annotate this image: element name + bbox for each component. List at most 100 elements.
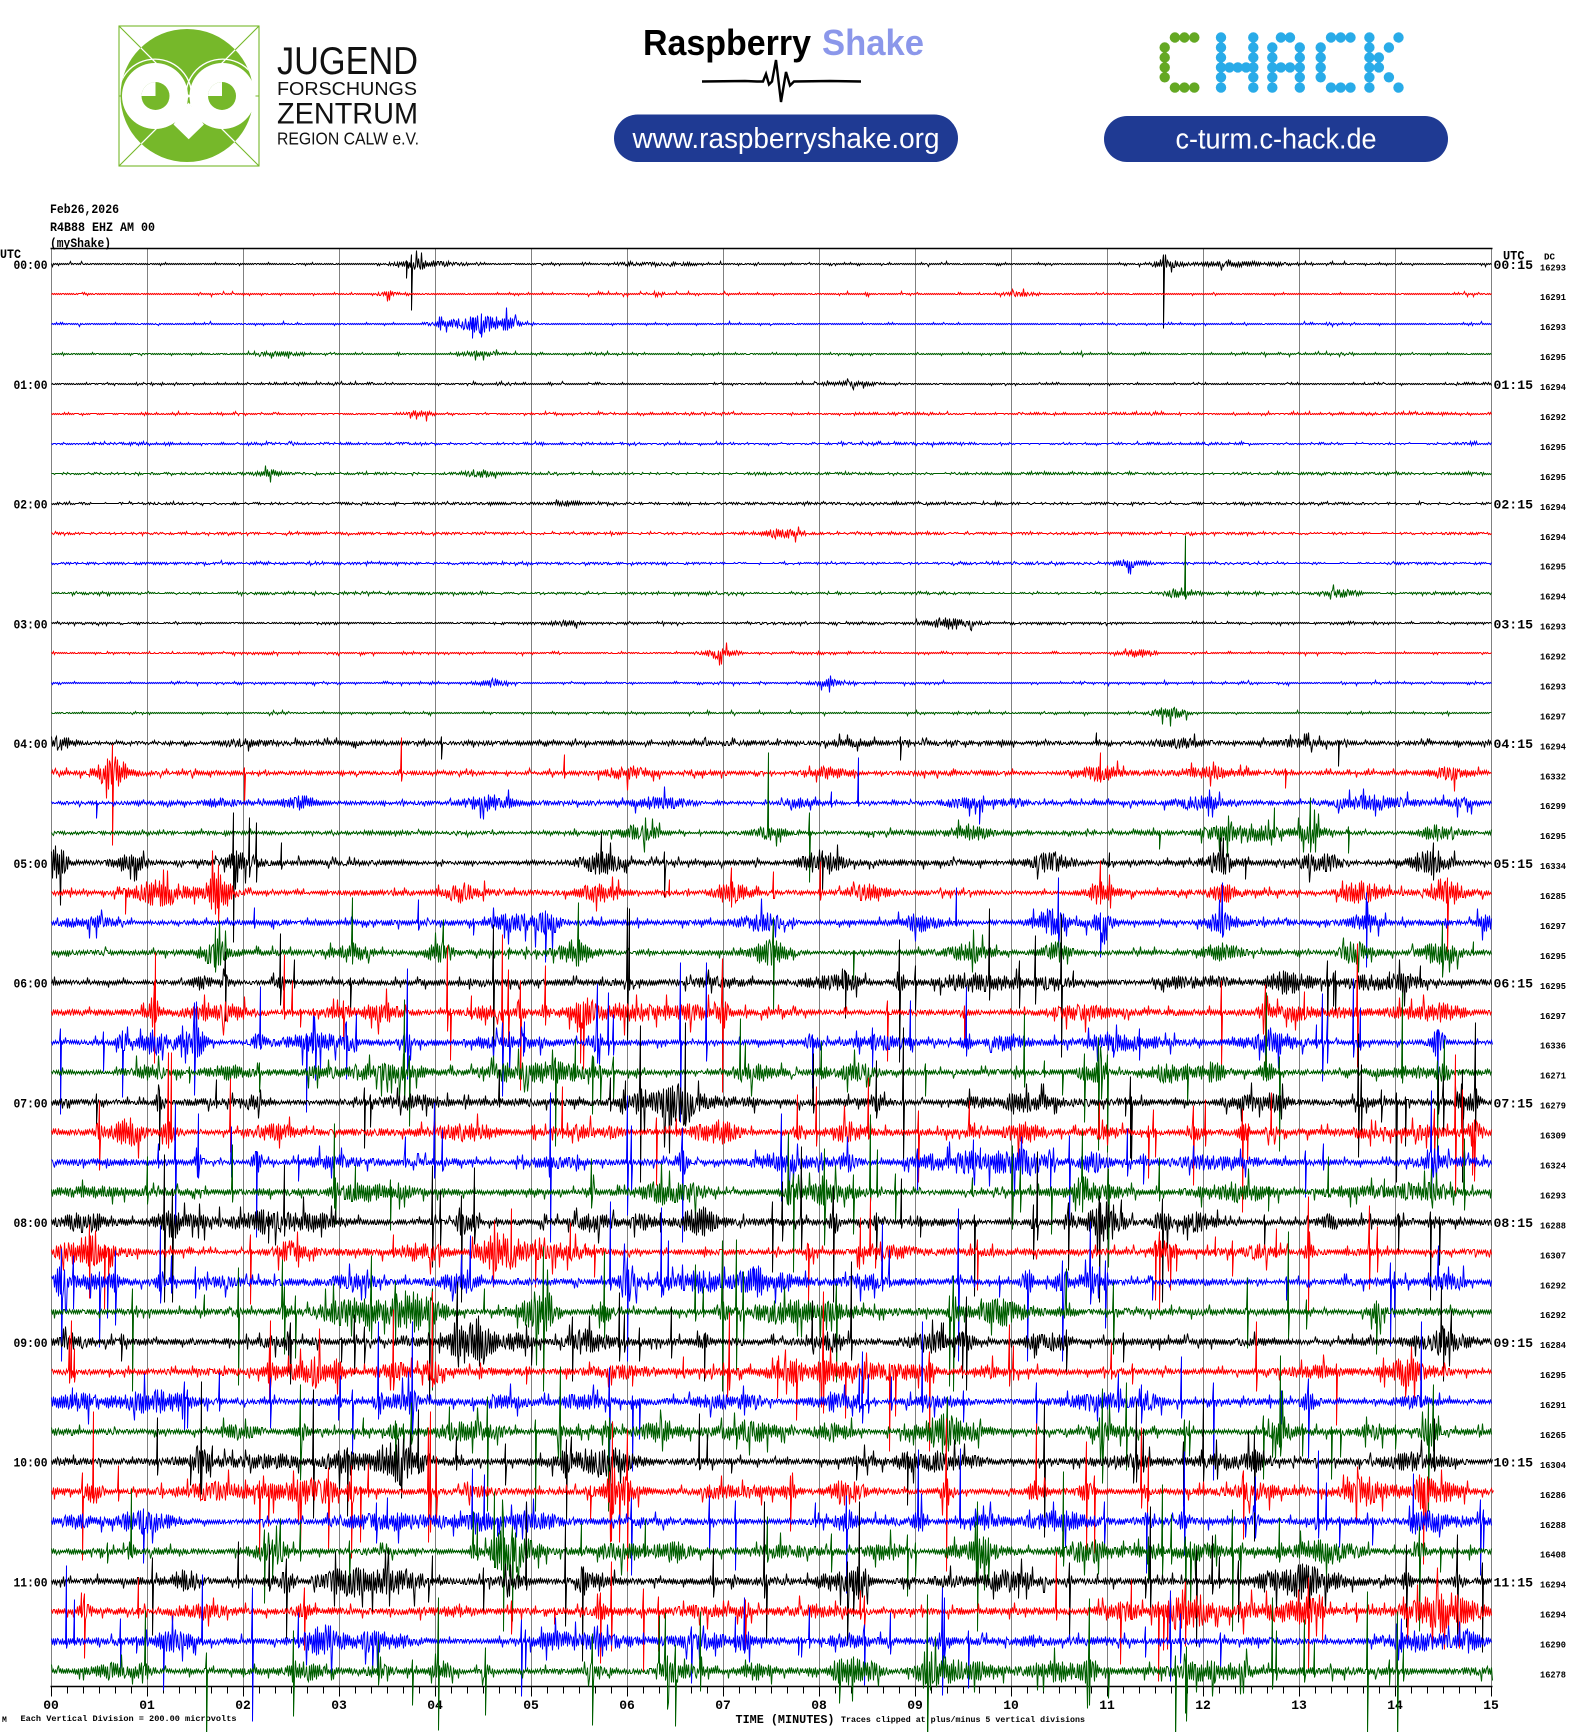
svg-text:16278: 16278 xyxy=(1540,1670,1566,1681)
svg-text:16297: 16297 xyxy=(1540,711,1566,722)
svg-text:UTC: UTC xyxy=(0,248,21,262)
svg-text:05:00: 05:00 xyxy=(14,857,48,872)
svg-text:13: 13 xyxy=(1291,1698,1307,1713)
svg-text:16309: 16309 xyxy=(1540,1131,1566,1142)
svg-text:16332: 16332 xyxy=(1540,771,1566,782)
svg-text:00: 00 xyxy=(43,1698,59,1713)
svg-text:16294: 16294 xyxy=(1540,592,1566,603)
svg-text:02:15: 02:15 xyxy=(1494,498,1534,513)
svg-text:16290: 16290 xyxy=(1540,1640,1566,1651)
svg-text:16292: 16292 xyxy=(1540,652,1566,663)
svg-text:c-turm.c-hack.de: c-turm.c-hack.de xyxy=(1176,124,1377,156)
svg-text:16284: 16284 xyxy=(1540,1340,1566,1351)
svg-text:01: 01 xyxy=(139,1698,155,1713)
svg-text:08: 08 xyxy=(811,1698,827,1713)
svg-text:Shake: Shake xyxy=(822,22,924,63)
svg-text:16292: 16292 xyxy=(1540,1310,1566,1321)
svg-text:16293: 16293 xyxy=(1540,262,1566,273)
svg-text:09: 09 xyxy=(907,1698,923,1713)
svg-text:16295: 16295 xyxy=(1540,562,1566,573)
svg-text:16295: 16295 xyxy=(1540,352,1566,363)
svg-text:15: 15 xyxy=(1483,1698,1499,1713)
svg-text:16304: 16304 xyxy=(1540,1460,1566,1471)
svg-text:Traces clipped at plus/minus 5: Traces clipped at plus/minus 5 vertical … xyxy=(841,1715,1085,1725)
svg-text:16295: 16295 xyxy=(1540,951,1566,962)
svg-text:05: 05 xyxy=(523,1698,539,1713)
svg-text:04:00: 04:00 xyxy=(14,737,48,752)
svg-text:16408: 16408 xyxy=(1540,1550,1566,1561)
svg-text:16294: 16294 xyxy=(1540,382,1566,393)
svg-text:16294: 16294 xyxy=(1540,1580,1566,1591)
svg-text:Raspberry: Raspberry xyxy=(643,22,811,63)
svg-text:08:00: 08:00 xyxy=(14,1216,48,1231)
svg-text:16291: 16291 xyxy=(1540,1400,1566,1411)
svg-text:16297: 16297 xyxy=(1540,921,1566,932)
svg-text:10: 10 xyxy=(1003,1698,1019,1713)
svg-text:14: 14 xyxy=(1387,1698,1403,1713)
svg-text:00:15: 00:15 xyxy=(1494,258,1534,273)
svg-text:01:15: 01:15 xyxy=(1494,378,1534,393)
svg-text:07:00: 07:00 xyxy=(14,1096,48,1111)
svg-text:16295: 16295 xyxy=(1540,442,1566,453)
svg-text:05:15: 05:15 xyxy=(1494,857,1534,872)
svg-text:16293: 16293 xyxy=(1540,622,1566,633)
svg-text:10:15: 10:15 xyxy=(1494,1456,1534,1471)
svg-text:02:00: 02:00 xyxy=(14,498,48,513)
svg-text:02: 02 xyxy=(235,1698,251,1713)
svg-text:16294: 16294 xyxy=(1540,502,1566,513)
svg-text:REGION CALW e.V.: REGION CALW e.V. xyxy=(277,129,419,149)
svg-text:06:15: 06:15 xyxy=(1494,977,1534,992)
svg-text:16291: 16291 xyxy=(1540,292,1566,303)
svg-text:ZENTRUM: ZENTRUM xyxy=(277,98,418,131)
svg-text:16286: 16286 xyxy=(1540,1490,1566,1501)
svg-text:03:00: 03:00 xyxy=(14,617,48,632)
svg-text:16299: 16299 xyxy=(1540,801,1566,812)
svg-text:16288: 16288 xyxy=(1540,1220,1566,1231)
svg-text:16293: 16293 xyxy=(1540,1190,1566,1201)
svg-text:16297: 16297 xyxy=(1540,1011,1566,1022)
svg-text:16295: 16295 xyxy=(1540,472,1566,483)
svg-text:JUGEND: JUGEND xyxy=(277,40,418,83)
svg-text:M: M xyxy=(2,1716,7,1725)
svg-text:FORSCHUNGS: FORSCHUNGS xyxy=(277,78,417,99)
svg-text:03: 03 xyxy=(331,1698,347,1713)
svg-text:16293: 16293 xyxy=(1540,322,1566,333)
svg-text:10:00: 10:00 xyxy=(14,1456,48,1471)
svg-text:00:00: 00:00 xyxy=(14,258,48,273)
svg-text:16292: 16292 xyxy=(1540,1280,1566,1291)
svg-text:06:00: 06:00 xyxy=(14,977,48,992)
svg-text:01:00: 01:00 xyxy=(14,378,48,393)
svg-text:16336: 16336 xyxy=(1540,1041,1566,1052)
svg-text:16295: 16295 xyxy=(1540,981,1566,992)
svg-text:11:15: 11:15 xyxy=(1494,1575,1534,1590)
svg-text:R4B88 EHZ AM 00: R4B88 EHZ AM 00 xyxy=(50,221,155,235)
svg-text:16295: 16295 xyxy=(1540,831,1566,842)
svg-text:TIME (MINUTES): TIME (MINUTES) xyxy=(736,1713,835,1727)
svg-text:16293: 16293 xyxy=(1540,682,1566,693)
svg-text:16292: 16292 xyxy=(1540,412,1566,423)
svg-text:16307: 16307 xyxy=(1540,1250,1566,1261)
svg-text:16294: 16294 xyxy=(1540,741,1566,752)
svg-text:11:00: 11:00 xyxy=(14,1575,48,1590)
svg-text:09:15: 09:15 xyxy=(1494,1336,1534,1351)
svg-text:03:15: 03:15 xyxy=(1494,617,1534,632)
svg-text:09:00: 09:00 xyxy=(14,1336,48,1351)
svg-text:DC: DC xyxy=(1544,252,1555,263)
svg-text:www.raspberryshake.org: www.raspberryshake.org xyxy=(632,123,940,155)
svg-text:(myShake): (myShake) xyxy=(50,237,111,251)
svg-text:16324: 16324 xyxy=(1540,1161,1566,1172)
svg-text:12: 12 xyxy=(1195,1698,1211,1713)
svg-text:04:15: 04:15 xyxy=(1494,737,1534,752)
svg-text:06: 06 xyxy=(619,1698,635,1713)
svg-text:16271: 16271 xyxy=(1540,1071,1566,1082)
svg-text:16294: 16294 xyxy=(1540,1610,1566,1621)
svg-text:04: 04 xyxy=(427,1698,443,1713)
svg-text:07:15: 07:15 xyxy=(1494,1096,1534,1111)
svg-text:16334: 16334 xyxy=(1540,861,1566,872)
svg-text:16279: 16279 xyxy=(1540,1101,1566,1112)
svg-text:Feb26,2026: Feb26,2026 xyxy=(50,203,119,217)
svg-text:16285: 16285 xyxy=(1540,891,1566,902)
svg-text:11: 11 xyxy=(1099,1698,1115,1713)
svg-text:08:15: 08:15 xyxy=(1494,1216,1534,1231)
svg-text:16288: 16288 xyxy=(1540,1520,1566,1531)
